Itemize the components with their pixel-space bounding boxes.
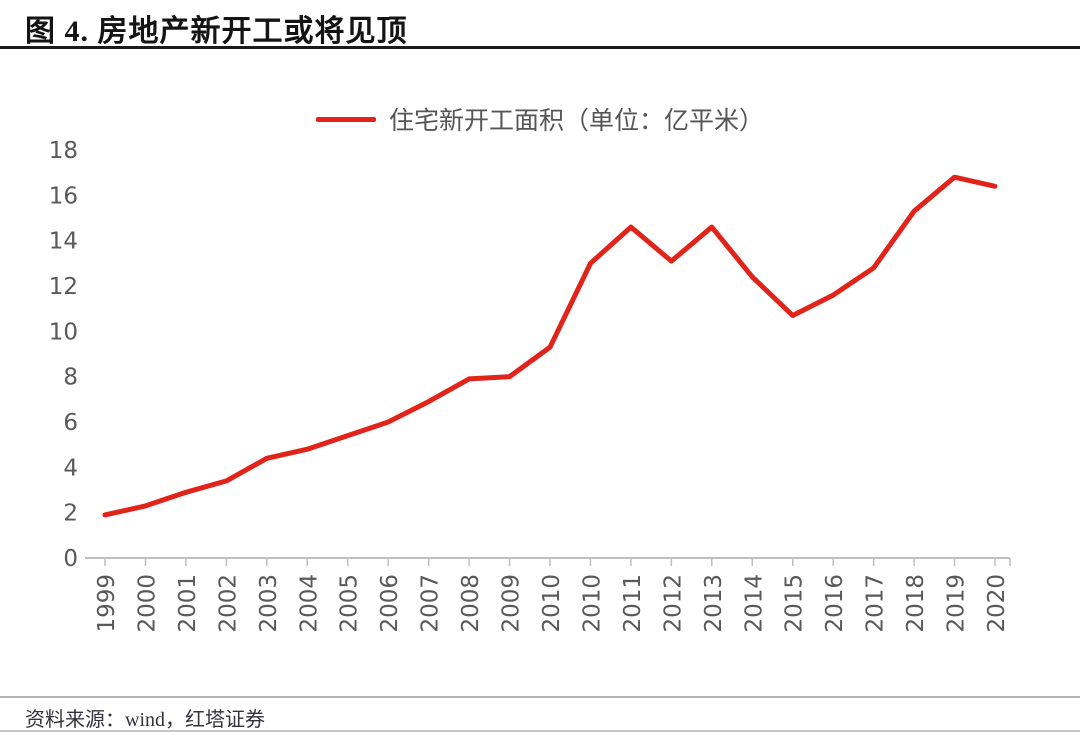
x-axis-tick-label: 2009 bbox=[499, 574, 525, 633]
x-axis-tick-label: 2016 bbox=[822, 574, 848, 633]
y-axis-tick-label: 2 bbox=[63, 501, 78, 527]
y-axis-tick-label: 14 bbox=[49, 229, 78, 255]
x-axis-tick-label: 2004 bbox=[296, 574, 322, 633]
y-axis-tick-label: 10 bbox=[49, 319, 78, 345]
data-source-note: 资料来源：wind，红塔证券 bbox=[25, 709, 265, 731]
y-axis-tick-label: 0 bbox=[63, 546, 78, 572]
y-axis-tick-label: 4 bbox=[63, 455, 78, 481]
x-axis-tick-label: 2010 bbox=[579, 574, 605, 633]
x-axis-tick-label: 2011 bbox=[620, 574, 646, 633]
x-axis-tick-label: 2012 bbox=[660, 574, 686, 633]
x-axis-tick-label: 2003 bbox=[256, 574, 282, 633]
x-axis-tick-label: 2014 bbox=[741, 574, 767, 633]
x-axis-tick-label: 2015 bbox=[782, 574, 808, 633]
x-axis-tick-label: 2010 bbox=[539, 574, 565, 633]
x-axis-tick-label: 2020 bbox=[984, 574, 1010, 633]
x-axis-tick-label: 2005 bbox=[337, 574, 363, 633]
chart-title: 图 4. 房地产新开工或将见顶 bbox=[25, 15, 408, 48]
y-axis-tick-label: 8 bbox=[63, 365, 78, 391]
chart-legend: 住宅新开工面积（单位：亿平米） bbox=[0, 101, 1080, 137]
x-axis-tick-label: 2008 bbox=[458, 574, 484, 633]
x-axis-tick-label: 2018 bbox=[903, 574, 929, 633]
x-axis-tick-label: 2002 bbox=[215, 574, 241, 633]
title-divider-rule bbox=[0, 46, 1080, 49]
page-bottom-rule bbox=[0, 730, 1080, 732]
x-axis-tick-label: 1999 bbox=[94, 574, 120, 633]
y-axis-tick-label: 12 bbox=[49, 274, 78, 300]
x-axis-tick-label: 2007 bbox=[418, 574, 444, 633]
x-axis-tick-label: 2013 bbox=[701, 574, 727, 633]
legend-series-label: 住宅新开工面积（单位：亿平米） bbox=[388, 107, 764, 135]
y-axis-tick-label: 16 bbox=[49, 183, 78, 209]
x-axis-tick-label: 2017 bbox=[863, 574, 889, 633]
x-axis-tick-label: 2006 bbox=[377, 574, 403, 633]
legend-line-swatch bbox=[315, 116, 376, 122]
y-axis-tick-label: 6 bbox=[63, 410, 78, 436]
x-axis-tick-label: 2000 bbox=[134, 574, 160, 633]
x-axis-tick-label: 2001 bbox=[175, 574, 201, 633]
y-axis-tick-label: 18 bbox=[49, 138, 78, 164]
data-line-series bbox=[102, 174, 998, 518]
x-axis-tick-label: 2019 bbox=[944, 574, 970, 633]
footer-divider-rule bbox=[0, 696, 1080, 698]
